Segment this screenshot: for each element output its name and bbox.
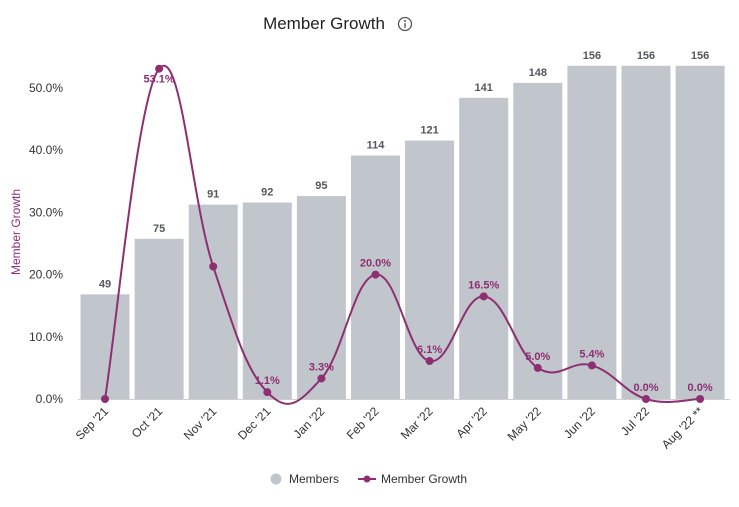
x-tick-label: Jun '22 (561, 404, 598, 441)
member-bar[interactable] (405, 140, 455, 399)
x-tick-label: Mar '22 (398, 404, 436, 442)
legend-swatch-members (270, 473, 282, 485)
x-tick-label: May '22 (505, 404, 545, 444)
growth-point[interactable] (209, 262, 218, 271)
bar-value-label: 91 (207, 189, 219, 201)
y-axis-ticks: 0.0% 10.0% 20.0% 30.0% 40.0% 50.0% (29, 81, 63, 406)
bar-value-label: 156 (637, 50, 655, 62)
x-axis-ticks: Sep '21 Oct '21 Nov '21 Dec '21 Jan '22 Feb '… (73, 404, 707, 452)
member-bar[interactable] (80, 294, 130, 399)
legend-item-members[interactable]: Members (270, 472, 340, 486)
member-growth-value-labels: 53.1% 1.1% 3.3% 20.0% 6.1% 16.5% 5.0% 5.4% 0.0% 0… (143, 74, 712, 394)
growth-point[interactable] (587, 361, 596, 370)
y-tick-label: 40.0% (29, 143, 63, 157)
growth-point[interactable] (371, 270, 380, 279)
member-growth-points (101, 64, 705, 403)
growth-value-label: 16.5% (468, 279, 499, 291)
bar-value-label: 148 (529, 67, 547, 79)
growth-value-label: 5.0% (525, 351, 550, 363)
y-tick-label: 0.0% (36, 392, 64, 406)
y-tick-label: 10.0% (29, 330, 63, 344)
growth-point[interactable] (533, 363, 542, 372)
member-bar[interactable] (459, 97, 509, 399)
growth-point[interactable] (642, 395, 650, 403)
growth-point[interactable] (263, 388, 272, 397)
growth-value-label: 5.4% (579, 348, 604, 360)
x-tick-label: Aug '22 ** (659, 404, 707, 452)
legend: Members Member Growth (270, 472, 467, 486)
member-bar[interactable] (621, 65, 671, 399)
bar-value-label: 121 (420, 125, 438, 137)
x-tick-label: Sep '21 (73, 404, 112, 443)
member-bar[interactable] (675, 65, 725, 399)
member-growth-line (104, 64, 701, 405)
y-tick-label: 50.0% (29, 81, 63, 95)
growth-value-label: 0.0% (633, 382, 658, 394)
member-bar[interactable] (296, 196, 346, 399)
x-tick-label: Dec '21 (235, 404, 274, 443)
y-tick-label: 20.0% (29, 268, 63, 282)
growth-point[interactable] (696, 395, 705, 403)
x-tick-label: Apr '22 (453, 404, 490, 441)
x-tick-label: Nov '21 (181, 404, 220, 443)
x-tick-label: Oct '21 (129, 404, 166, 441)
x-tick-label: Jul '22 (618, 404, 652, 438)
bar-value-label: 156 (583, 50, 601, 62)
growth-value-label: 20.0% (360, 258, 391, 270)
chart-title: Member Growth (263, 14, 385, 33)
x-tick-label: Jan '22 (291, 404, 328, 441)
x-tick-label: Feb '22 (344, 404, 382, 442)
growth-point[interactable] (479, 292, 488, 301)
growth-point[interactable] (425, 357, 434, 366)
growth-value-label: 6.1% (417, 344, 442, 356)
bar-value-label: 95 (315, 180, 327, 192)
bar-value-labels: 49 75 91 92 95 114 121 141 148 156 156 156 (99, 50, 709, 291)
legend-item-member-growth[interactable]: Member Growth (358, 472, 467, 486)
bar-value-label: 75 (153, 223, 165, 235)
growth-value-label: 53.1% (143, 74, 174, 86)
bar-value-label: 49 (99, 278, 111, 290)
bar-value-label: 114 (367, 139, 386, 151)
legend-label-member-growth: Member Growth (381, 472, 467, 486)
member-bar[interactable] (242, 202, 292, 399)
member-bar[interactable] (567, 65, 617, 399)
y-tick-label: 30.0% (29, 205, 63, 219)
legend-label-members: Members (289, 472, 339, 486)
member-bars (80, 65, 725, 399)
legend-swatch-dot (363, 475, 371, 483)
growth-value-label: 3.3% (309, 361, 334, 373)
info-icon[interactable] (397, 16, 413, 32)
y-axis-label: Member Growth (9, 189, 23, 275)
bar-value-label: 92 (261, 186, 273, 198)
growth-value-label: 0.0% (688, 382, 713, 394)
member-bar[interactable] (134, 238, 184, 399)
member-bar[interactable] (188, 204, 238, 399)
bar-value-label: 141 (475, 82, 493, 94)
growth-point[interactable] (155, 64, 164, 73)
growth-value-label: 1.1% (255, 375, 280, 387)
bar-value-label: 156 (691, 50, 709, 62)
growth-point[interactable] (317, 374, 326, 383)
growth-point[interactable] (101, 395, 109, 403)
